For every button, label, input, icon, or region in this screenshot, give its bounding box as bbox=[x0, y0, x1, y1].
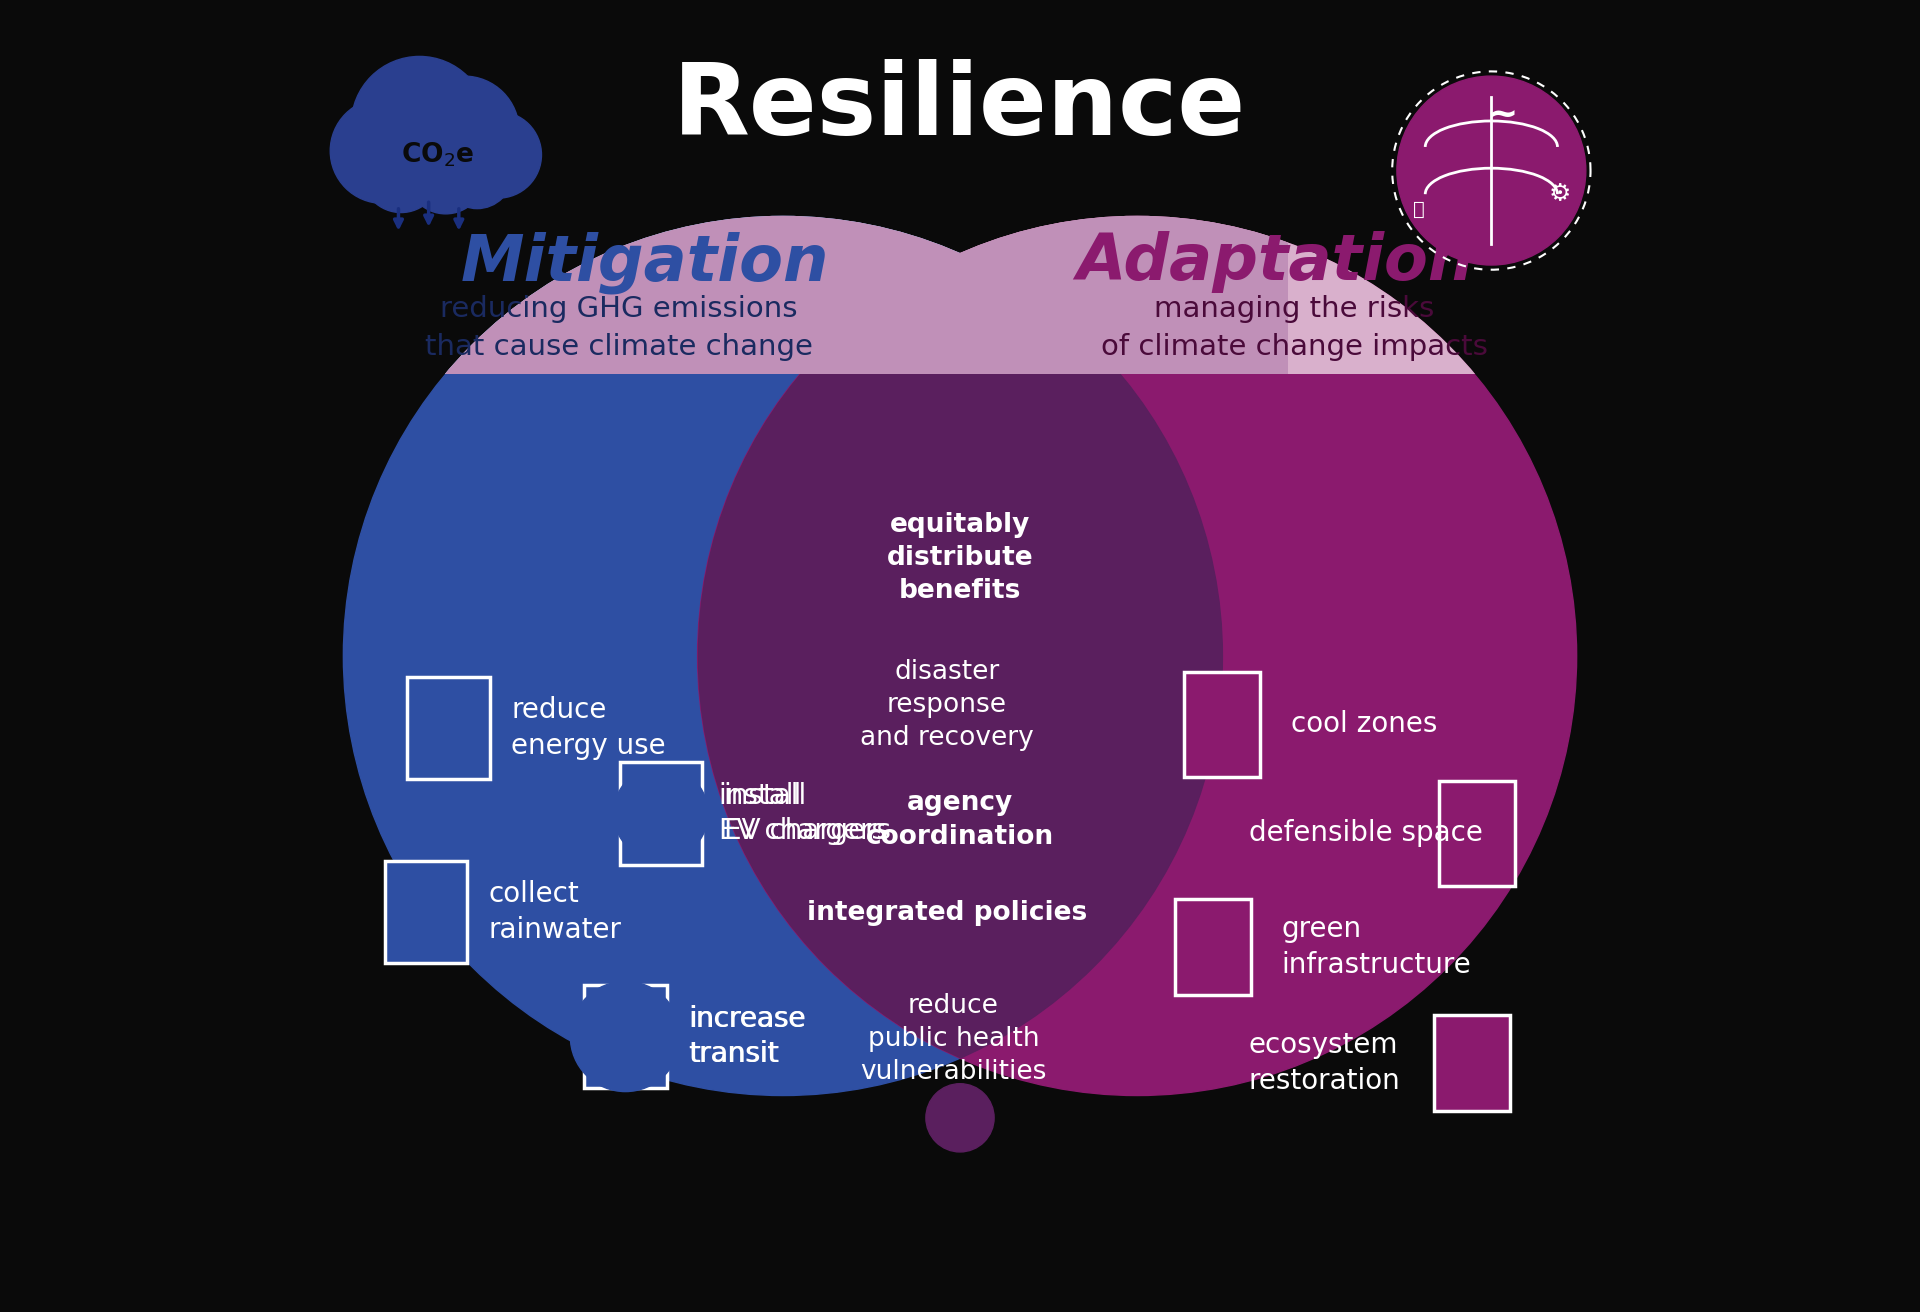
Text: ⚙: ⚙ bbox=[1548, 182, 1571, 206]
Text: integrated policies: integrated policies bbox=[806, 900, 1087, 926]
Text: Mitigation: Mitigation bbox=[461, 231, 829, 294]
Circle shape bbox=[697, 216, 1576, 1096]
Text: Adaptation: Adaptation bbox=[1077, 231, 1473, 294]
Text: 🍃: 🍃 bbox=[1413, 201, 1425, 219]
Text: Resilience: Resilience bbox=[674, 59, 1246, 156]
Circle shape bbox=[344, 216, 1223, 1096]
Text: ~: ~ bbox=[1486, 98, 1517, 133]
Text: ecosystem
restoration: ecosystem restoration bbox=[1248, 1031, 1400, 1094]
Circle shape bbox=[876, 777, 943, 845]
Text: equitably
distribute
benefits: equitably distribute benefits bbox=[887, 512, 1033, 604]
Circle shape bbox=[697, 216, 1576, 1096]
Circle shape bbox=[925, 1084, 995, 1152]
Text: increase
transit: increase transit bbox=[689, 1005, 804, 1068]
Circle shape bbox=[876, 504, 945, 572]
Circle shape bbox=[614, 766, 708, 861]
FancyBboxPatch shape bbox=[384, 861, 467, 963]
Text: CO$_2$e: CO$_2$e bbox=[401, 140, 474, 169]
Circle shape bbox=[344, 216, 1223, 1096]
Circle shape bbox=[1398, 76, 1586, 265]
Circle shape bbox=[697, 216, 1576, 1096]
Circle shape bbox=[344, 216, 1223, 1096]
Circle shape bbox=[570, 981, 680, 1092]
FancyBboxPatch shape bbox=[1185, 672, 1260, 777]
FancyBboxPatch shape bbox=[407, 677, 490, 779]
Text: install
EV chargers: install EV chargers bbox=[724, 782, 891, 845]
Circle shape bbox=[455, 112, 541, 198]
Circle shape bbox=[972, 659, 1041, 727]
Text: collect
rainwater: collect rainwater bbox=[490, 880, 622, 943]
Text: reduce
public health
vulnerabilities: reduce public health vulnerabilities bbox=[860, 993, 1046, 1085]
FancyBboxPatch shape bbox=[620, 762, 703, 865]
Text: reduce
energy use: reduce energy use bbox=[511, 697, 666, 760]
Text: defensible space: defensible space bbox=[1248, 819, 1482, 848]
Text: cool zones: cool zones bbox=[1290, 710, 1436, 739]
Circle shape bbox=[361, 134, 440, 213]
Circle shape bbox=[975, 879, 1043, 947]
Text: reducing GHG emissions
that cause climate change: reducing GHG emissions that cause climat… bbox=[424, 295, 812, 361]
Circle shape bbox=[344, 216, 1223, 1096]
Text: disaster
response
and recovery: disaster response and recovery bbox=[860, 659, 1033, 750]
FancyBboxPatch shape bbox=[1438, 781, 1515, 886]
FancyBboxPatch shape bbox=[584, 985, 666, 1088]
Text: managing the risks
of climate change impacts: managing the risks of climate change imp… bbox=[1102, 295, 1488, 361]
FancyBboxPatch shape bbox=[1175, 900, 1252, 994]
Circle shape bbox=[407, 135, 486, 214]
Circle shape bbox=[442, 138, 513, 209]
Circle shape bbox=[351, 56, 488, 193]
Text: green
infrastructure: green infrastructure bbox=[1281, 916, 1471, 979]
Text: increase
transit: increase transit bbox=[689, 1005, 806, 1068]
Circle shape bbox=[330, 98, 436, 203]
FancyBboxPatch shape bbox=[1434, 1015, 1509, 1110]
Circle shape bbox=[409, 76, 518, 186]
Text: agency
coordination: agency coordination bbox=[866, 791, 1054, 849]
Text: install
EV chargers: install EV chargers bbox=[718, 782, 885, 845]
